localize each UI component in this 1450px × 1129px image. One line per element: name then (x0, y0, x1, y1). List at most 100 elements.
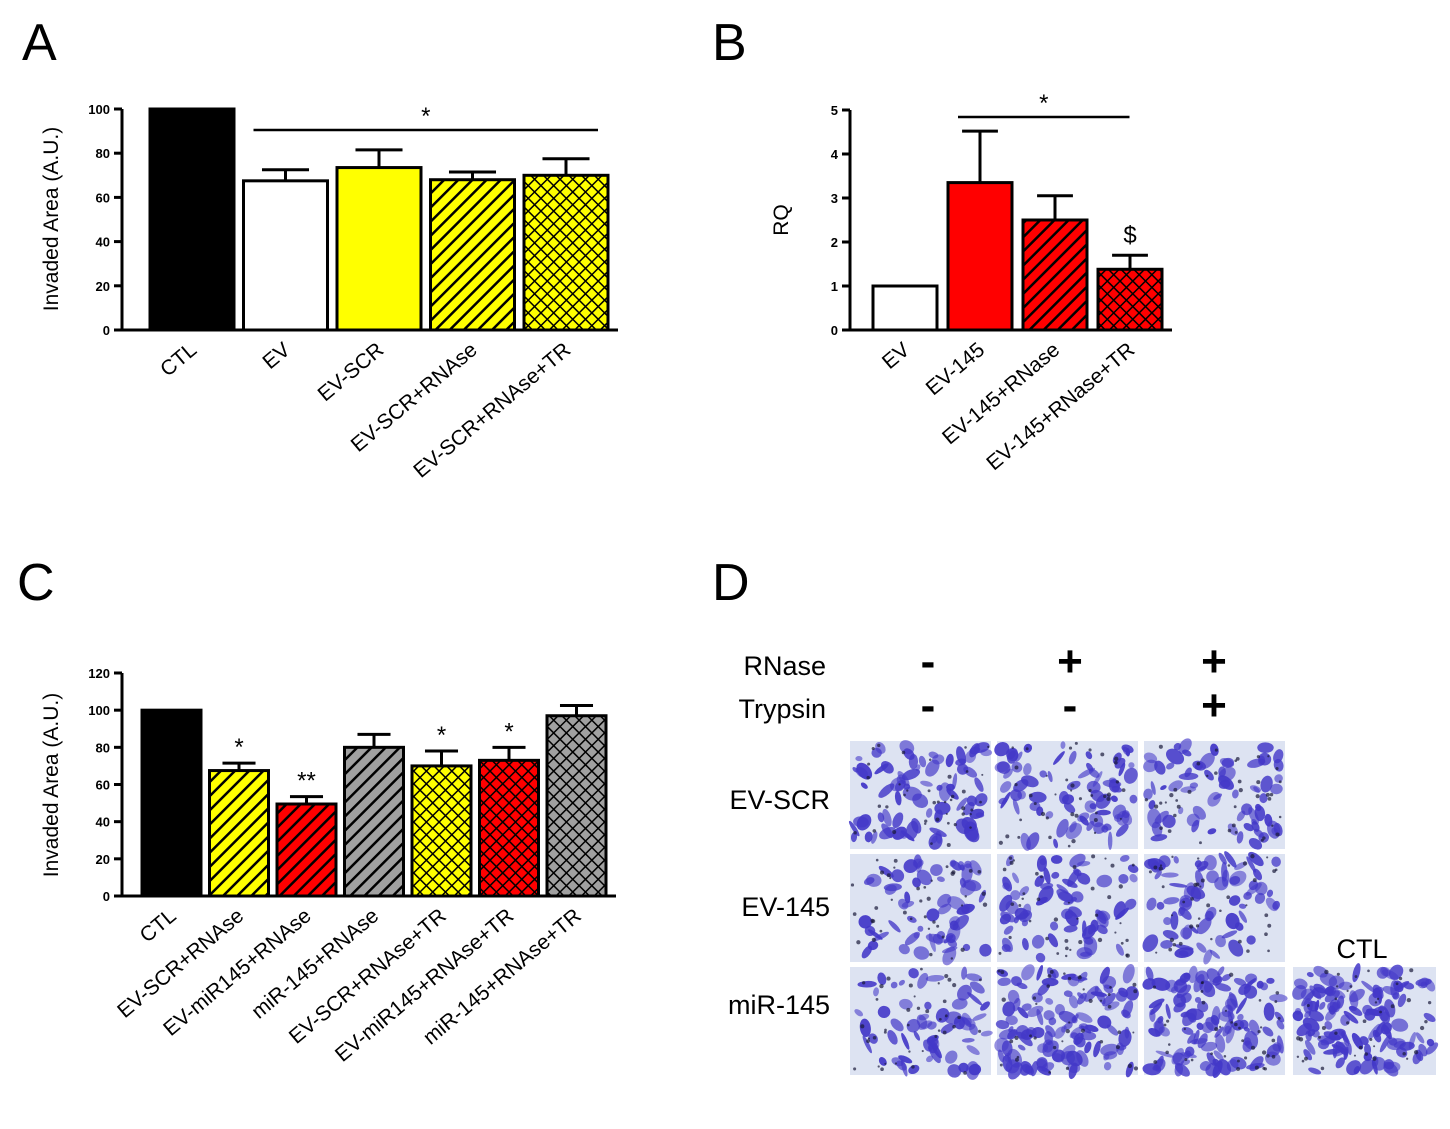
cell-blob (955, 758, 967, 766)
cell-blob (908, 968, 919, 979)
cell-blob (1213, 1050, 1224, 1061)
cell-blob (1110, 795, 1118, 802)
cell-blob (1245, 973, 1258, 984)
y-tick-label: 40 (96, 235, 110, 250)
pore-dot (908, 1050, 911, 1053)
pore-dot (1110, 863, 1115, 868)
pore-dot (1008, 856, 1013, 860)
pore-dot (886, 873, 891, 878)
cell-blob (1343, 1010, 1359, 1024)
cell-blob (1232, 1020, 1245, 1031)
pore-dot (1259, 1026, 1263, 1029)
pore-dot (853, 1067, 857, 1071)
cell-blob (1236, 810, 1246, 822)
cell-blob (1156, 901, 1165, 910)
cell-blob (1178, 806, 1184, 815)
cell-blob (995, 1020, 1010, 1030)
bar (142, 710, 201, 896)
cell-blob (956, 797, 968, 811)
pore-dot (943, 800, 947, 804)
pore-dot (1187, 789, 1192, 794)
pore-dot (1039, 875, 1043, 879)
pore-dot (1236, 1067, 1241, 1071)
pore-dot (1165, 1050, 1169, 1055)
pore-dot (981, 891, 986, 896)
cell-blob (1099, 966, 1110, 984)
pore-dot (920, 967, 923, 971)
pore-dot (1069, 948, 1072, 952)
rnase-header-label: RNase (743, 651, 826, 681)
cell-blob (883, 883, 902, 892)
cell-blob (930, 864, 943, 876)
bar-outline (275, 802, 338, 898)
pore-dot (935, 817, 940, 822)
cell-blob (863, 877, 875, 885)
pore-dot (1197, 917, 1201, 920)
y-tick-label: 4 (831, 147, 839, 162)
cell-blob (1065, 822, 1083, 840)
pore-dot (1071, 838, 1076, 844)
pore-dot (1035, 871, 1039, 876)
y-tick-label: 20 (96, 852, 110, 867)
cell-blob (1319, 972, 1338, 987)
cell-blob (871, 831, 878, 844)
pore-dot (1168, 947, 1173, 952)
pore-dot (1159, 864, 1163, 867)
cell-blob (966, 1045, 980, 1056)
cell-blob (908, 1064, 920, 1075)
cell-blob (926, 908, 940, 922)
cell-blob (1076, 872, 1091, 885)
cell-blob (1308, 1067, 1322, 1075)
pore-dot (1373, 1045, 1376, 1048)
pore-dot (872, 829, 877, 833)
pore-dot (1153, 865, 1158, 870)
cell-blob (1003, 925, 1014, 935)
pore-dot (874, 906, 879, 910)
pore-dot (1106, 796, 1111, 802)
pore-dot (987, 745, 990, 749)
pore-dot (1398, 976, 1403, 981)
y-tick-label: 20 (96, 279, 110, 294)
pore-dot (998, 951, 1002, 955)
bar-outline (1096, 267, 1164, 332)
pore-dot (1241, 1039, 1245, 1043)
cell-blob (1071, 891, 1084, 903)
cell-blob (1292, 1010, 1304, 1022)
pore-dot (1210, 937, 1213, 941)
cell-blob (1204, 910, 1214, 922)
pore-dot (1244, 1056, 1248, 1060)
cell-blob (974, 777, 984, 792)
cell-blob (1002, 1001, 1016, 1017)
bar-crosshatch (524, 175, 608, 330)
cell-blob (1075, 1012, 1093, 1023)
cell-blob (1160, 785, 1167, 791)
y-tick-label: 0 (831, 323, 838, 338)
cell-blob (1204, 769, 1214, 781)
cell-blob (1359, 1058, 1375, 1075)
cell-blob (900, 830, 915, 842)
pore-dot (1117, 1030, 1122, 1034)
cell-blob (1096, 809, 1111, 816)
pore-dot (898, 783, 901, 786)
bar-outline (140, 708, 203, 898)
pore-dot (892, 829, 897, 835)
cell-blob (867, 940, 879, 951)
pore-dot (1016, 1055, 1020, 1059)
pore-dot (1094, 811, 1098, 815)
cell-blob (1057, 891, 1074, 902)
pore-dot (1070, 783, 1075, 788)
pore-dot (1009, 860, 1014, 865)
cell-blob (1215, 1034, 1226, 1053)
cell-blob (1243, 823, 1254, 832)
pore-dot (1119, 922, 1122, 925)
pore-dot (1019, 818, 1023, 822)
cell-blob (899, 740, 915, 755)
significance-mark: * (234, 734, 243, 761)
cell-blob (898, 1055, 913, 1064)
cell-blob (1246, 935, 1256, 945)
pore-dot (883, 1030, 887, 1034)
cell-blob (1209, 949, 1220, 959)
pore-dot (1227, 864, 1231, 867)
pore-dot (1014, 765, 1019, 770)
pore-dot (1269, 792, 1274, 797)
